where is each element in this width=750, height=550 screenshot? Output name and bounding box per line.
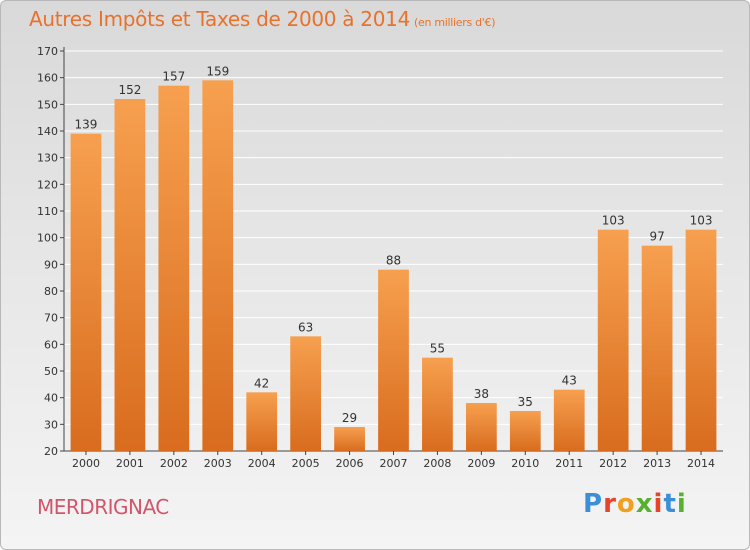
y-tick-label: 130 — [37, 152, 58, 165]
logo-letter: r — [603, 489, 617, 519]
logo-letter: o — [616, 489, 636, 519]
y-tick-label: 80 — [44, 285, 58, 298]
logo-letter: P — [583, 489, 604, 519]
bar-value-label: 139 — [75, 118, 98, 132]
bar-value-label: 88 — [386, 254, 401, 268]
y-tick-label: 110 — [37, 205, 58, 218]
x-tick-label: 2007 — [380, 457, 408, 470]
bar — [378, 269, 409, 451]
x-tick-label: 2010 — [511, 457, 539, 470]
x-tick-label: 2006 — [336, 457, 364, 470]
bar — [685, 229, 717, 451]
y-tick-label: 150 — [37, 98, 58, 111]
x-tick-label: 2013 — [643, 457, 671, 470]
x-tick-label: 2003 — [204, 457, 232, 470]
logo-letter: i — [676, 489, 687, 519]
bar-value-label: 63 — [298, 320, 313, 334]
x-tick-label: 2004 — [248, 457, 276, 470]
x-tick-label: 2014 — [687, 457, 715, 470]
bars — [70, 80, 717, 452]
x-tick-label: 2008 — [423, 457, 451, 470]
y-tick-label: 60 — [44, 338, 58, 351]
bar — [597, 229, 629, 451]
bar-value-label: 43 — [562, 374, 577, 388]
bar — [246, 392, 278, 451]
y-tick-label: 20 — [44, 445, 58, 458]
x-tick-label: 2001 — [116, 457, 144, 470]
x-tick-label: 2011 — [555, 457, 583, 470]
bar-value-label: 42 — [254, 376, 269, 390]
bar — [641, 245, 673, 451]
town-name: MERDRIGNAC — [37, 495, 169, 519]
bar-value-label: 103 — [602, 214, 625, 228]
y-tick-label: 70 — [44, 312, 58, 325]
x-tick-label: 2005 — [292, 457, 320, 470]
bar-value-label: 55 — [430, 342, 445, 356]
bar — [202, 80, 234, 451]
y-tick-label: 40 — [44, 392, 58, 405]
bar — [158, 85, 190, 452]
proxiti-logo[interactable]: Proxiti — [583, 489, 687, 519]
y-tick-label: 50 — [44, 365, 58, 378]
bar-value-label: 29 — [342, 411, 357, 425]
y-tick-label: 120 — [37, 178, 58, 191]
bar-value-label: 159 — [206, 64, 229, 78]
bar — [290, 336, 322, 451]
bar-value-label: 97 — [649, 230, 664, 244]
y-tick-label: 160 — [37, 72, 58, 85]
logo-letter: i — [653, 489, 664, 519]
bar-value-label: 35 — [518, 395, 533, 409]
bar-value-label: 38 — [474, 387, 489, 401]
y-tick-label: 100 — [37, 232, 58, 245]
chart-subtitle: (en milliers d'€) — [414, 16, 496, 29]
data-labels: 139 152 157 159 42 63 29 88 55 38 35 43 103 97 103 — [75, 64, 713, 425]
x-tick-label: 2009 — [467, 457, 495, 470]
x-tick-label: 2000 — [72, 457, 100, 470]
x-tick-label: 2012 — [599, 457, 627, 470]
bar — [70, 133, 102, 451]
bar — [422, 357, 453, 451]
bar — [114, 99, 146, 451]
logo-letter: t — [663, 489, 677, 519]
bar-value-label: 103 — [690, 214, 713, 228]
bar — [553, 389, 585, 451]
logo-letter: x — [635, 489, 654, 519]
y-tick-label: 170 — [37, 45, 58, 58]
chart-title: Autres Impôts et Taxes de 2000 à 2014 (en… — [29, 7, 495, 31]
chart-title-text: Autres Impôts et Taxes de 2000 à 2014 — [29, 7, 410, 31]
x-tick-label: 2002 — [160, 457, 188, 470]
y-tick-label: 140 — [37, 125, 58, 138]
bar — [465, 403, 497, 451]
bar — [509, 411, 541, 451]
bar-value-label: 152 — [118, 83, 141, 97]
bar-value-label: 157 — [162, 70, 185, 84]
bar — [334, 427, 365, 451]
y-tick-label: 30 — [44, 418, 58, 431]
y-tick-label: 90 — [44, 258, 58, 271]
